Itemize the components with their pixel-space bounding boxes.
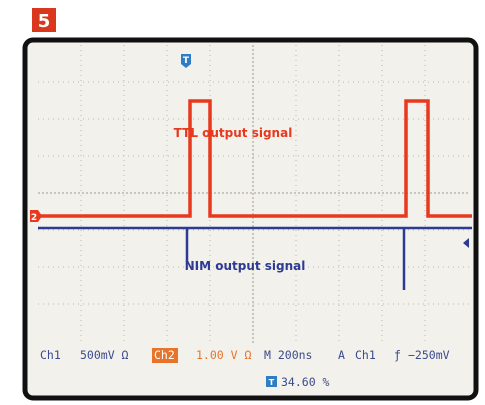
timebase: M 200ns bbox=[264, 348, 312, 362]
position-marker: T bbox=[269, 378, 275, 387]
trigger-level: −250mV bbox=[408, 348, 450, 362]
ch1-scale: 500mV Ω bbox=[80, 348, 129, 362]
trigger-slope: ƒ bbox=[394, 348, 401, 362]
channel-marker-box bbox=[30, 210, 42, 222]
position-marker-box bbox=[266, 376, 277, 387]
screen bbox=[22, 37, 479, 401]
position: 34.60 % bbox=[281, 375, 330, 389]
ttl-trace bbox=[38, 99, 472, 218]
badge: 5 bbox=[38, 11, 51, 32]
channel-marker: 2 bbox=[31, 213, 37, 223]
grid bbox=[38, 45, 470, 345]
trigger-marker-box bbox=[181, 54, 191, 68]
ch2-scale: 1.00 V Ω bbox=[196, 348, 251, 362]
center-axes bbox=[38, 45, 470, 345]
badge-box bbox=[32, 8, 56, 32]
nim-trace bbox=[38, 226, 472, 290]
ch2-box bbox=[152, 348, 178, 363]
ch2-label: Ch2 bbox=[154, 348, 175, 362]
trigger-mode: A bbox=[338, 348, 345, 362]
trigger-source: Ch1 bbox=[355, 348, 376, 362]
nim-label: NIM output signal bbox=[185, 259, 306, 273]
ch1-label: Ch1 bbox=[40, 348, 61, 362]
ch1-arrow bbox=[463, 238, 469, 248]
ttl-label: TTL output signal bbox=[174, 126, 293, 140]
trigger-marker: T bbox=[183, 56, 190, 66]
